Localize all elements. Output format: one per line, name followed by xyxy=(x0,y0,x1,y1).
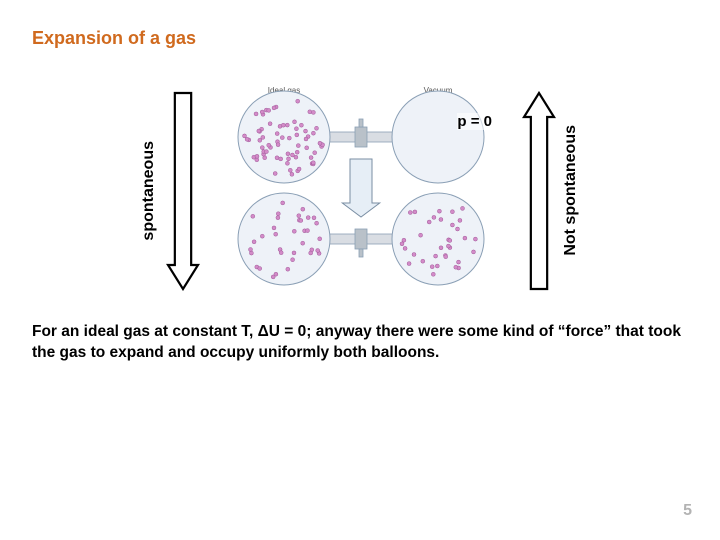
figure-row: spontaneous Ideal gasVacuum p = 0 Not sp… xyxy=(32,83,688,298)
arrow-down-column xyxy=(166,86,200,296)
pressure-label: p = 0 xyxy=(457,113,492,130)
arrow-down-icon xyxy=(166,91,200,291)
arrow-up-column xyxy=(522,86,556,296)
slide-title: Expansion of a gas xyxy=(32,28,688,49)
label-not-spontaneous: Not spontaneous xyxy=(562,125,580,256)
page-number: 5 xyxy=(683,502,692,520)
gas-expansion-diagram: Ideal gasVacuum p = 0 xyxy=(206,83,516,298)
caption-text: For an ideal gas at constant T, ΔU = 0; … xyxy=(32,322,688,364)
arrow-up-icon xyxy=(522,91,556,291)
label-spontaneous: spontaneous xyxy=(140,141,158,241)
